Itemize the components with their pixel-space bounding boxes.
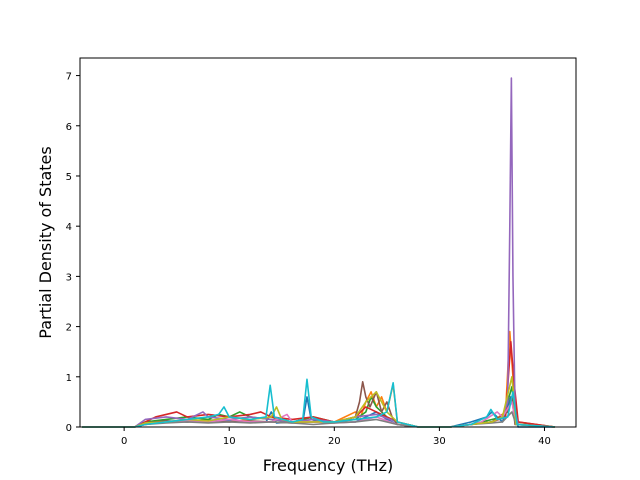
y-tick-label: 3 (66, 272, 72, 283)
series-line-5 (82, 77, 556, 428)
x-axis-ticks: 0 10 20 30 40 (121, 427, 551, 447)
y-tick-label: 6 (66, 122, 72, 133)
x-tick-label: 0 (121, 436, 127, 447)
series-line-4 (82, 340, 556, 428)
series-line-8 (82, 411, 556, 428)
series-layer (82, 77, 556, 428)
x-axis-label: Frequency (THz) (263, 456, 393, 475)
x-tick-label: 20 (328, 436, 341, 447)
series-line-10 (82, 378, 556, 428)
y-tick-label: 7 (66, 72, 72, 83)
plot-frame (79, 57, 577, 428)
y-tick-label: 2 (66, 323, 72, 334)
y-axis-label: Partial Density of States (36, 146, 55, 338)
x-tick-label: 30 (433, 436, 446, 447)
y-tick-label: 4 (66, 222, 72, 233)
x-tick-label: 10 (223, 436, 236, 447)
y-axis-ticks: 0 1 2 3 4 5 6 7 (66, 72, 80, 434)
y-tick-label: 5 (66, 172, 72, 183)
y-tick-label: 0 (66, 423, 72, 434)
y-tick-label: 1 (66, 373, 72, 384)
x-tick-label: 40 (538, 436, 551, 447)
series-line-2 (82, 330, 556, 428)
